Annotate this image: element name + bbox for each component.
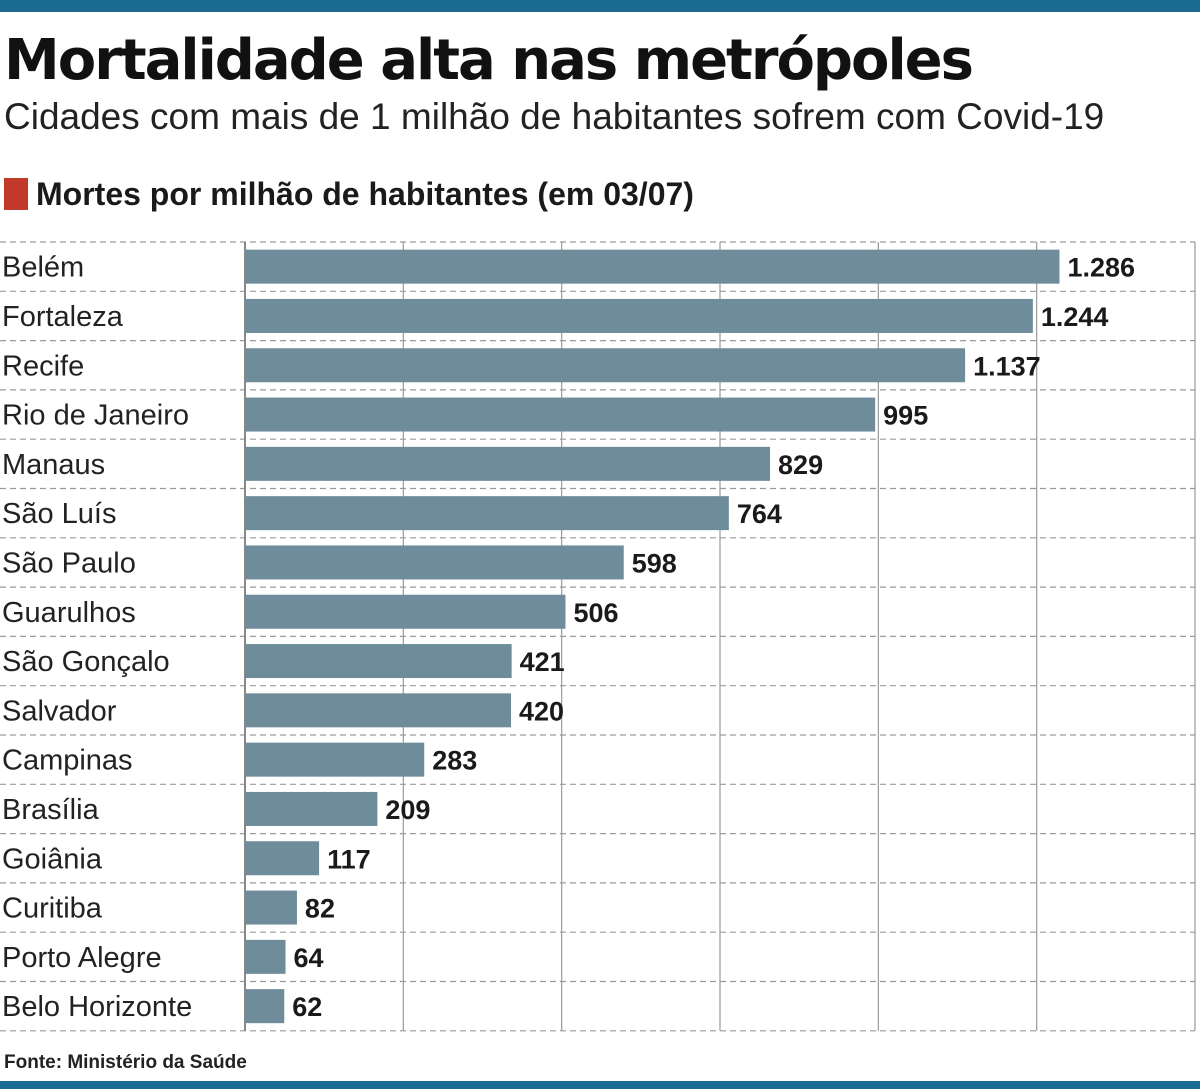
- category-label: São Gonçalo: [2, 646, 170, 678]
- category-label: Guarulhos: [2, 597, 136, 629]
- value-label: 1.286: [1067, 253, 1135, 283]
- category-label: Belém: [2, 252, 84, 284]
- value-label: 117: [327, 844, 371, 874]
- bar: [245, 939, 286, 974]
- category-label: Curitiba: [2, 893, 103, 925]
- bar: [245, 594, 566, 629]
- value-label: 62: [292, 992, 322, 1022]
- value-label: 283: [432, 746, 477, 776]
- category-label: Fortaleza: [2, 301, 124, 333]
- bar: [245, 890, 297, 925]
- value-label: 1.244: [1041, 302, 1109, 332]
- bottom-rule: [0, 1081, 1200, 1089]
- source-note: Fonte: Ministério da Saúde: [4, 1052, 247, 1073]
- bar: [245, 791, 378, 826]
- value-label: 1.137: [973, 351, 1041, 381]
- category-label: São Paulo: [2, 547, 136, 579]
- top-rule: [0, 0, 1200, 12]
- legend-swatch: [4, 178, 28, 210]
- value-label: 209: [385, 795, 430, 825]
- legend: Mortes por milhão de habitantes (em 03/0…: [4, 172, 694, 216]
- category-label: Manaus: [2, 449, 105, 481]
- chart-subtitle: Cidades com mais de 1 milhão de habitant…: [4, 96, 1105, 137]
- bar: [245, 298, 1033, 333]
- value-label: 420: [519, 696, 564, 726]
- category-label: Campinas: [2, 745, 133, 777]
- bar: [245, 644, 512, 679]
- bar: [245, 841, 320, 876]
- value-label: 995: [883, 401, 928, 431]
- bar: [245, 348, 966, 383]
- bar: [245, 496, 729, 531]
- value-label: 598: [632, 548, 677, 578]
- bar-chart: Belém 1.286 Fortaleza 1.244 Recife 1.137 Rio d…: [0, 241, 1196, 1032]
- chart-title: Mortalidade alta nas metrópoles: [4, 28, 974, 93]
- value-label: 764: [737, 499, 782, 529]
- category-label: Goiânia: [2, 843, 103, 875]
- category-label: Porto Alegre: [2, 942, 162, 974]
- bar: [245, 989, 285, 1024]
- category-label: Brasília: [2, 794, 100, 826]
- bar: [245, 249, 1060, 284]
- bar: [245, 545, 624, 580]
- bar: [245, 693, 511, 728]
- category-label: Salvador: [2, 695, 117, 727]
- value-label: 506: [573, 598, 618, 628]
- value-label: 82: [305, 894, 335, 924]
- value-label: 421: [520, 647, 565, 677]
- value-label: 64: [294, 943, 324, 973]
- category-label: Recife: [2, 350, 84, 382]
- legend-label: Mortes por milhão de habitantes (em 03/0…: [36, 175, 694, 212]
- bar: [245, 742, 425, 777]
- category-label: Rio de Janeiro: [2, 400, 189, 432]
- category-label: São Luís: [2, 498, 116, 530]
- category-label: Belo Horizonte: [2, 991, 192, 1023]
- bar: [245, 397, 876, 432]
- bar: [245, 446, 771, 481]
- value-label: 829: [778, 450, 823, 480]
